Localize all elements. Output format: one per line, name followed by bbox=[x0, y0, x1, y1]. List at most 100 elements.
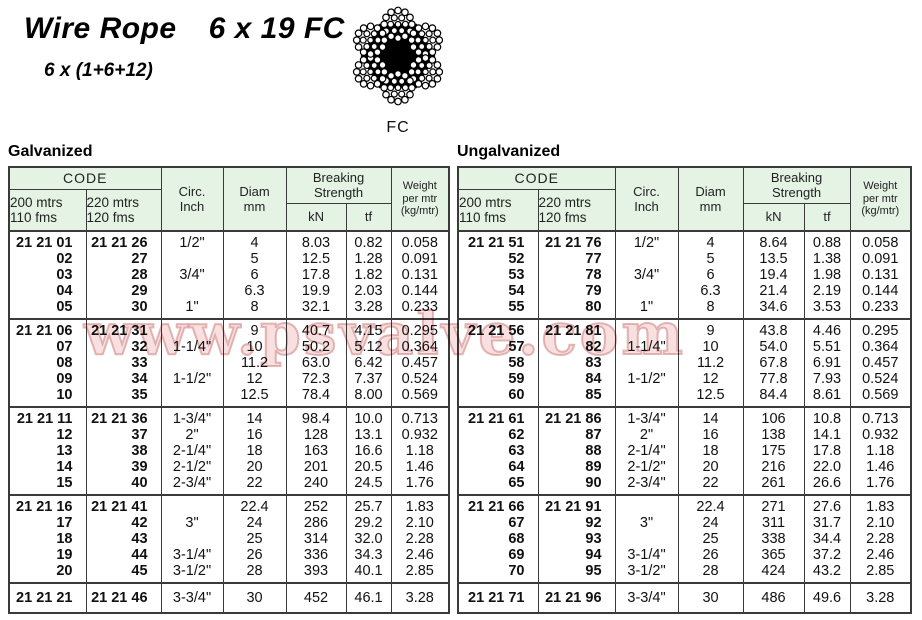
weight-cell: 2.85 bbox=[849, 563, 912, 583]
diam-mm-cell: 26 bbox=[222, 547, 287, 563]
weight-cell: 1.18 bbox=[390, 443, 450, 459]
tf-cell: 8.00 bbox=[345, 387, 392, 407]
weight-cell: 0.233 bbox=[390, 299, 450, 319]
tf-cell: 24.5 bbox=[345, 475, 392, 495]
code-200-cell: 21 21 11 bbox=[8, 406, 87, 427]
diam-mm-cell: 12.5 bbox=[677, 387, 744, 407]
diam-mm-header: Diam mm bbox=[677, 166, 744, 232]
circ-inch-cell bbox=[614, 283, 679, 299]
code-220-cell: 93 bbox=[537, 531, 616, 547]
diam-mm-cell: 5 bbox=[677, 251, 744, 267]
weight-cell: 0.713 bbox=[390, 406, 450, 427]
circ-inch-cell: 2-1/4" bbox=[160, 443, 224, 459]
circ-inch-cell bbox=[614, 531, 679, 547]
diam-mm-cell: 8 bbox=[222, 299, 287, 319]
diam-mm-cell: 22.4 bbox=[677, 494, 744, 515]
kn-cell: 8.64 bbox=[742, 230, 805, 251]
weight-cell: 0.364 bbox=[390, 339, 450, 355]
circ-inch-cell bbox=[160, 355, 224, 371]
table-row: 17 42 3" 24 286 29.2 2.10 bbox=[8, 515, 450, 531]
diam-mm-cell: 11.2 bbox=[222, 355, 287, 371]
kn-cell: 314 bbox=[285, 531, 347, 547]
ungalvanized-section-title: Ungalvanized bbox=[457, 143, 561, 160]
table-row: 21 21 16 21 21 41 22.4 252 25.7 1.83 bbox=[8, 494, 450, 515]
kn-cell: 84.4 bbox=[742, 387, 805, 407]
weight-cell: 0.144 bbox=[390, 283, 450, 299]
weight-cell: 0.295 bbox=[390, 318, 450, 339]
diam-mm-cell: 9 bbox=[222, 318, 287, 339]
code-220-cell: 45 bbox=[85, 563, 162, 583]
kn-cell: 77.8 bbox=[742, 371, 805, 387]
circ-inch-cell: 3-1/2" bbox=[614, 563, 679, 583]
code-200-cell: 02 bbox=[8, 251, 87, 267]
code-200mtrs-header: 200 mtrs 110 fms bbox=[8, 188, 87, 232]
code-220-cell: 94 bbox=[537, 547, 616, 563]
weight-cell: 3.28 bbox=[390, 582, 450, 613]
diam-mm-cell: 20 bbox=[222, 459, 287, 475]
table-row: 12 37 2" 16 128 13.1 0.932 bbox=[8, 427, 450, 443]
kn-cell: 43.8 bbox=[742, 318, 805, 339]
circ-inch-cell bbox=[160, 251, 224, 267]
weight-per-mtr-header: Weight per mtr (kg/mtr) bbox=[849, 166, 912, 232]
diam-mm-cell: 12 bbox=[222, 371, 287, 387]
tf-cell: 1.98 bbox=[803, 267, 851, 283]
circ-inch-cell: 2-3/4" bbox=[614, 475, 679, 495]
circ-inch-cell: 2-1/2" bbox=[160, 459, 224, 475]
tf-cell: 29.2 bbox=[345, 515, 392, 531]
kn-cell: 252 bbox=[285, 494, 347, 515]
table-row: 68 93 25 338 34.4 2.28 bbox=[457, 531, 912, 547]
tf-cell: 2.03 bbox=[345, 283, 392, 299]
kn-cell: 63.0 bbox=[285, 355, 347, 371]
table-row: 55 80 1" 8 34.6 3.53 0.233 bbox=[457, 299, 912, 319]
circ-inch-cell bbox=[160, 531, 224, 547]
weight-cell: 0.364 bbox=[849, 339, 912, 355]
breaking-strength-header: Breaking Strength bbox=[285, 166, 392, 204]
code-220-cell: 30 bbox=[85, 299, 162, 319]
code-200-cell: 67 bbox=[457, 515, 539, 531]
kn-cell: 216 bbox=[742, 459, 805, 475]
diam-mm-cell: 24 bbox=[677, 515, 744, 531]
circ-inch-cell: 1-3/4" bbox=[160, 406, 224, 427]
spec-table-ungalvanized: CODE Circ. Inch Diam mm Breaking Strengt… bbox=[457, 166, 913, 614]
tf-cell: 5.12 bbox=[345, 339, 392, 355]
code-220-cell: 79 bbox=[537, 283, 616, 299]
code-200-cell: 08 bbox=[8, 355, 87, 371]
tf-cell: 40.1 bbox=[345, 563, 392, 583]
diam-mm-cell: 18 bbox=[677, 443, 744, 459]
rope-diagram-wrap: FC bbox=[340, 0, 456, 137]
tf-cell: 22.0 bbox=[803, 459, 851, 475]
tf-cell: 3.28 bbox=[345, 299, 392, 319]
weight-cell: 1.76 bbox=[849, 475, 912, 495]
code-200-cell: 60 bbox=[457, 387, 539, 407]
table-row: 60 85 12.5 84.4 8.61 0.569 bbox=[457, 387, 912, 407]
weight-cell: 2.46 bbox=[849, 547, 912, 563]
circ-inch-cell: 2" bbox=[160, 427, 224, 443]
circ-inch-cell bbox=[160, 318, 224, 339]
weight-cell: 0.569 bbox=[849, 387, 912, 407]
code-220-cell: 21 21 86 bbox=[537, 406, 616, 427]
table-row: 67 92 3" 24 311 31.7 2.10 bbox=[457, 515, 912, 531]
code-220-cell: 90 bbox=[537, 475, 616, 495]
kn-cell: 128 bbox=[285, 427, 347, 443]
circ-inch-cell: 1-1/4" bbox=[614, 339, 679, 355]
code-220-cell: 33 bbox=[85, 355, 162, 371]
weight-cell: 0.932 bbox=[849, 427, 912, 443]
table-row: 65 90 2-3/4" 22 261 26.6 1.76 bbox=[457, 475, 912, 495]
diam-mm-cell: 12.5 bbox=[222, 387, 287, 407]
diam-mm-cell: 22.4 bbox=[222, 494, 287, 515]
diam-mm-cell: 6 bbox=[222, 267, 287, 283]
tf-cell: 7.93 bbox=[803, 371, 851, 387]
weight-cell: 1.18 bbox=[849, 443, 912, 459]
table-row: 07 32 1-1/4" 10 50.2 5.12 0.364 bbox=[8, 339, 450, 355]
weight-cell: 0.713 bbox=[849, 406, 912, 427]
code-220-cell: 40 bbox=[85, 475, 162, 495]
code-220-cell: 82 bbox=[537, 339, 616, 355]
breaking-strength-header: Breaking Strength bbox=[742, 166, 851, 204]
diam-mm-cell: 16 bbox=[677, 427, 744, 443]
table-header: CODE Circ. Inch Diam mm Breaking Strengt… bbox=[457, 166, 912, 232]
code-200-cell: 07 bbox=[8, 339, 87, 355]
code-220-cell: 29 bbox=[85, 283, 162, 299]
code-220-cell: 95 bbox=[537, 563, 616, 583]
code-200-cell: 15 bbox=[8, 475, 87, 495]
